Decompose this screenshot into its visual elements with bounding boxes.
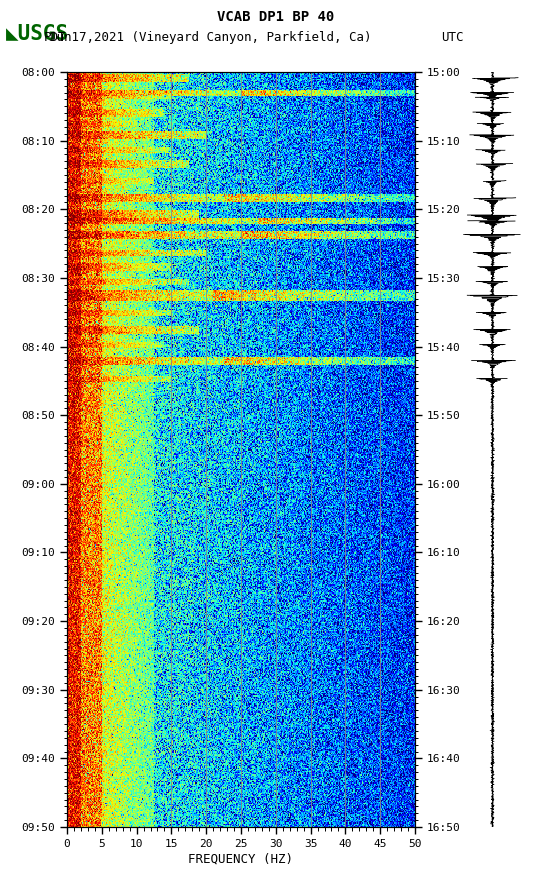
X-axis label: FREQUENCY (HZ): FREQUENCY (HZ)	[188, 853, 294, 866]
Text: VCAB DP1 BP 40: VCAB DP1 BP 40	[217, 10, 335, 24]
Text: Jun17,2021 (Vineyard Canyon, Parkfield, Ca): Jun17,2021 (Vineyard Canyon, Parkfield, …	[49, 31, 371, 44]
Text: UTC: UTC	[442, 31, 464, 44]
Text: PDT: PDT	[44, 31, 67, 44]
Text: ◣USGS: ◣USGS	[6, 23, 68, 44]
